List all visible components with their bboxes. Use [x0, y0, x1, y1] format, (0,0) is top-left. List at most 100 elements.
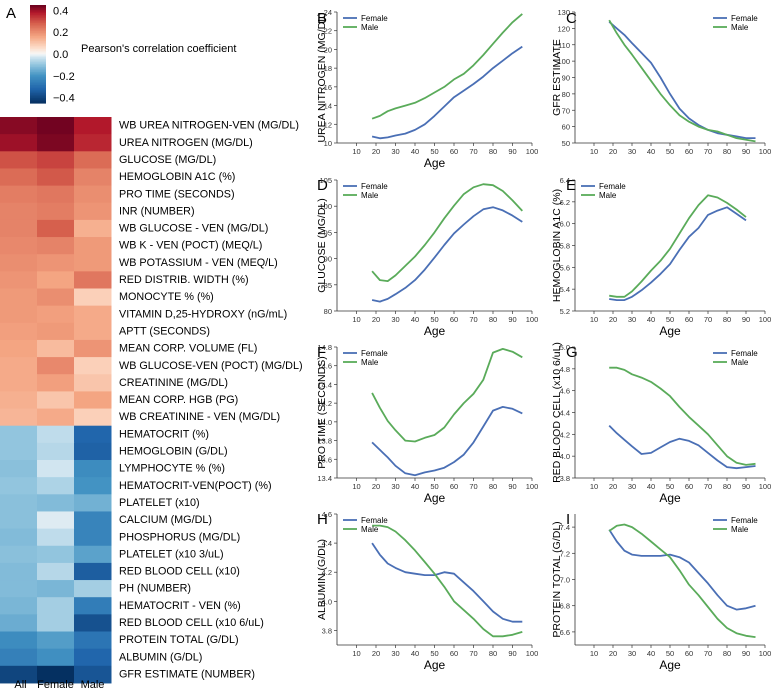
heatmap-column-label: All: [14, 679, 26, 691]
colorbar-segment: [30, 88, 46, 91]
heatmap-row-label: VITAMIN D,25-HYDROXY (nG/mL): [119, 308, 287, 320]
y-tick-label: 14.8: [317, 343, 332, 352]
y-tick-label: 120: [557, 24, 570, 33]
series-line-male: [609, 366, 756, 466]
panel-letter: G: [566, 344, 578, 361]
series-line-male: [372, 524, 523, 638]
series-line-male: [608, 523, 756, 638]
heatmap-cell: [74, 511, 112, 530]
heatmap-row-label: HEMOGLOBIN (G/DL): [119, 446, 228, 458]
x-tick-label: 40: [411, 315, 419, 324]
x-tick-label: 40: [411, 649, 419, 658]
colorbar-segment: [30, 37, 46, 40]
colorbar-segment: [30, 19, 46, 22]
panel-letter: F: [317, 344, 326, 361]
x-tick-label: 60: [685, 315, 693, 324]
x-tick-label: 90: [508, 147, 516, 156]
x-tick-label: 50: [430, 147, 438, 156]
heatmap-cell: [0, 271, 38, 289]
x-tick-label: 50: [666, 315, 674, 324]
heatmap-cell: [74, 357, 112, 375]
heatmap-cell: [37, 511, 75, 530]
x-tick-label: 90: [508, 315, 516, 324]
colorbar-segment: [30, 27, 46, 31]
x-tick-label: 30: [391, 649, 399, 658]
chart-panel-g: G 10 20 30 40 50 60 70 80 90 100 3.8 4.0 4.2 4.4 4.6 4.8…: [551, 342, 771, 505]
series-line-male: [371, 13, 523, 120]
legend-label-female: Female: [361, 182, 388, 191]
x-tick-label: 70: [469, 147, 477, 156]
y-axis-label: RED BLOOD CELL (x10 6/uL): [551, 342, 563, 483]
heatmap-cell: [74, 648, 112, 667]
x-tick-label: 50: [666, 649, 674, 658]
heatmap-cell: [74, 528, 112, 547]
y-tick-label: 5.2: [560, 307, 570, 316]
y-tick-label: 14.2: [317, 399, 332, 408]
y-tick-label: 16: [324, 83, 332, 92]
x-tick-label: 90: [508, 482, 516, 491]
heatmap-cell: [37, 168, 75, 187]
heatmap-cell: [74, 305, 112, 324]
x-tick-label: 100: [759, 482, 771, 491]
y-tick-label: 4.4: [560, 409, 570, 418]
y-tick-label: 6.2: [560, 198, 570, 207]
x-tick-label: 90: [742, 649, 750, 658]
x-tick-label: 20: [372, 315, 380, 324]
heatmap-cell: [74, 168, 112, 187]
y-axis-label: PRO TIME (SECONDS): [316, 356, 328, 468]
legend-label-male: Male: [731, 358, 749, 367]
x-tick-label: 20: [609, 649, 617, 658]
colorbar-segment: [30, 58, 46, 62]
y-tick-label: 13.8: [317, 437, 332, 446]
heatmap-row-label: WB POTASSIUM - VEN (MEQ/L): [119, 257, 278, 269]
heatmap-row-label: RED BLOOD CELL (x10 6/uL): [119, 617, 264, 629]
heatmap-row-label: CALCIUM (MG/DL): [119, 514, 212, 526]
colorbar-segment: [30, 96, 46, 99]
colorbar-segment: [30, 54, 46, 57]
x-tick-label: 10: [590, 147, 598, 156]
heatmap-row-label: PLATELET (x10): [119, 497, 200, 509]
heatmap-row-label: PH (NUMBER): [119, 583, 191, 595]
y-tick-label: 7.4: [560, 523, 570, 532]
heatmap-row-label: MEAN CORP. VOLUME (FL): [119, 343, 257, 355]
heatmap-column-label: Male: [81, 679, 105, 691]
y-tick-label: 10: [324, 139, 332, 148]
colorbar-segment: [30, 70, 46, 73]
x-tick-label: 60: [685, 482, 693, 491]
colorbar-segment: [30, 101, 46, 104]
heatmap-row-label: PRO TIME (SECONDS): [119, 188, 235, 200]
heatmap-row-label: HEMATOCRIT-VEN(POCT) (%): [119, 480, 272, 492]
colorbar-segment: [30, 5, 46, 8]
series-line-female: [371, 206, 523, 303]
x-tick-label: 70: [469, 482, 477, 491]
heatmap-cell: [37, 545, 75, 564]
legend-label-male: Male: [361, 358, 379, 367]
y-tick-label: 24: [324, 8, 332, 17]
y-tick-label: 80: [324, 307, 332, 316]
colorbar-tick-label: 0.4: [53, 5, 68, 17]
y-tick-label: 90: [324, 255, 332, 264]
chart-panel-f: F 10 20 30 40 50 60 70 80 90 100 13.4 13.6 13.8 14.0 14…: [316, 343, 538, 505]
x-tick-label: 60: [450, 147, 458, 156]
x-tick-label: 40: [411, 482, 419, 491]
heatmap-cell: [37, 185, 75, 204]
y-tick-label: 14.6: [317, 362, 332, 371]
x-tick-label: 20: [609, 482, 617, 491]
colorbar-segment: [30, 83, 46, 86]
y-tick-label: 22: [324, 27, 332, 36]
series-line-female: [608, 424, 756, 470]
heatmap-cell: [74, 665, 112, 684]
legend-label-female: Female: [361, 14, 388, 23]
colorbar-segment: [30, 55, 46, 58]
heatmap-row-label: PLATELET (x10 3/uL): [119, 548, 224, 560]
heatmap-row-labels: WB UREA NITROGEN-VEN (MG/DL) UREA NITROGE…: [119, 120, 303, 681]
y-tick-label: 6.4: [560, 176, 570, 185]
colorbar-segment: [30, 6, 46, 9]
x-tick-label: 80: [723, 315, 731, 324]
colorbar-segment: [30, 71, 46, 75]
heatmap-cell: [0, 408, 38, 427]
series-line-male: [371, 183, 523, 283]
x-tick-label: 100: [759, 315, 771, 324]
heatmap-cell: [74, 202, 112, 221]
